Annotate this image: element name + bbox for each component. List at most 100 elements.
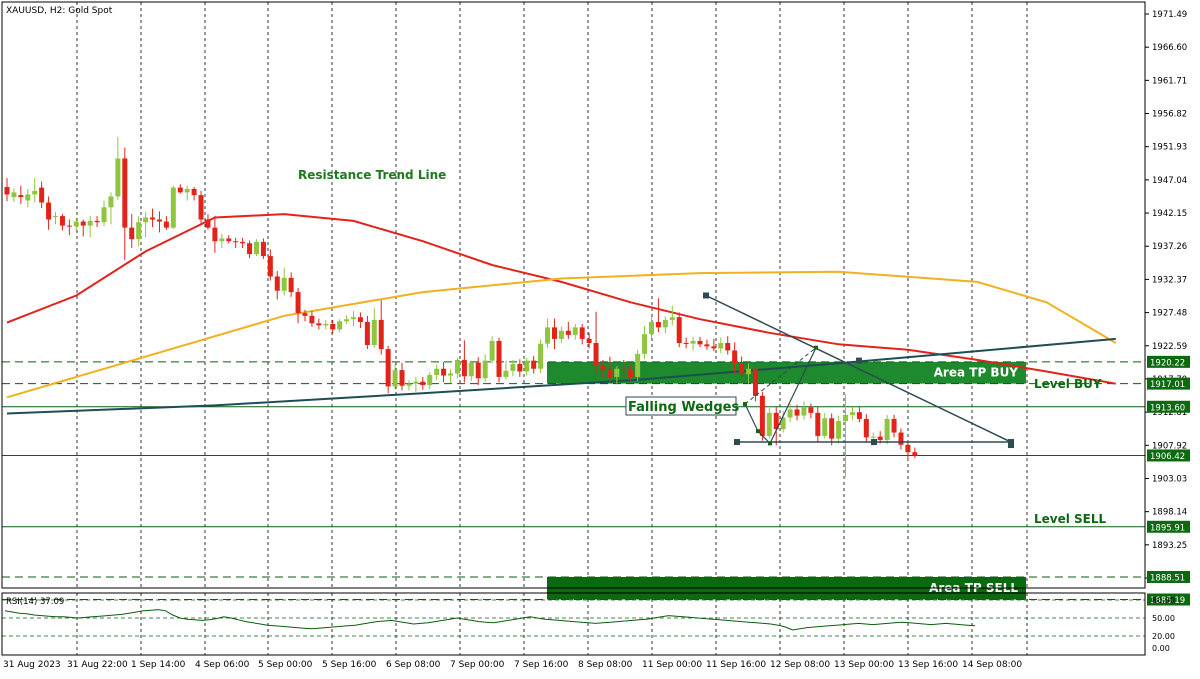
candle-body: [344, 319, 350, 322]
candle-body: [371, 319, 377, 346]
moving-average-line: [6, 270, 1117, 399]
candle-body: [683, 342, 689, 344]
candle-body: [309, 315, 315, 324]
falling-wedges-label: Falling Wedges: [628, 400, 739, 415]
candle-body: [240, 241, 246, 244]
candle-body: [46, 202, 52, 220]
x-tick-label: 11 Sep 16:00: [706, 660, 766, 670]
candle-body: [891, 418, 897, 433]
support-anchor: [871, 439, 877, 446]
x-tick-label: 6 Sep 08:00: [386, 660, 441, 670]
rsi-tick-label: 80.00: [1152, 596, 1175, 605]
candle-body: [198, 195, 204, 220]
x-tick-label: 13 Sep 00:00: [834, 660, 894, 670]
trendline-anchor: [856, 357, 862, 364]
x-tick-label: 11 Sep 00:00: [642, 660, 702, 670]
candle-body: [475, 362, 481, 379]
candle-body: [794, 409, 800, 416]
falling-wedges-box: [625, 396, 737, 416]
candle-body: [496, 340, 502, 377]
trendline-anchor: [703, 292, 709, 299]
y-tick-label: 1956.82: [1152, 110, 1187, 120]
x-tick-label: 7 Sep 00:00: [450, 660, 505, 670]
candle-body: [836, 421, 842, 439]
rsi-tick-label: 0.00: [1152, 644, 1170, 653]
candle-body: [73, 221, 79, 227]
candle-body: [690, 340, 696, 344]
candle-body: [253, 241, 259, 255]
candle-body: [212, 227, 218, 242]
x-tick-label: 12 Sep 08:00: [770, 660, 830, 670]
zone-label: Area TP BUY: [934, 366, 1019, 380]
candle-body: [648, 321, 654, 335]
candle-body: [233, 241, 239, 243]
candle-body: [184, 188, 190, 193]
candle-body: [662, 319, 668, 328]
candle-body: [281, 277, 287, 291]
rsi-pane-frame: [1, 592, 1146, 656]
candle-body: [808, 407, 814, 413]
candle-body: [718, 342, 724, 349]
candle-body: [905, 444, 911, 453]
candle-body: [503, 370, 509, 377]
y-tick-label: 1966.60: [1152, 43, 1187, 53]
level-price-tag: [1147, 400, 1190, 413]
candle-body: [392, 370, 398, 387]
candle-body: [108, 196, 114, 208]
wedge-point: [743, 402, 747, 407]
candle-body: [773, 412, 779, 430]
candle-body: [129, 227, 135, 240]
rsi-tick-label: 50.00: [1152, 614, 1175, 623]
candle-body: [80, 221, 86, 226]
candle-body: [725, 342, 731, 351]
candle-body: [593, 342, 599, 366]
y-tick-label: 1922.59: [1152, 342, 1187, 352]
candle-body: [600, 365, 606, 371]
candle-body: [441, 368, 447, 376]
candle-body: [32, 191, 38, 195]
level-price-label: 1885.19: [1150, 596, 1185, 606]
candle-body: [787, 409, 793, 418]
y-tick-label: 1912.81: [1152, 408, 1187, 418]
candle-body: [586, 338, 592, 343]
candle-body: [434, 368, 440, 375]
x-tick-label: 8 Sep 08:00: [578, 660, 633, 670]
y-tick-label: 1898.14: [1152, 508, 1187, 518]
candle-body: [59, 216, 65, 226]
candle-body: [669, 317, 675, 320]
candle-body: [302, 313, 308, 316]
candle-body: [94, 220, 100, 223]
candle-body: [642, 334, 648, 354]
candle-body: [177, 187, 183, 193]
candle-body: [205, 219, 211, 228]
rsi-tick-label: 20.00: [1152, 632, 1175, 641]
candle-body: [163, 221, 169, 228]
candle-body: [468, 362, 474, 377]
candle-body: [385, 349, 391, 387]
candle-body: [247, 243, 253, 255]
moving-average-line: [6, 213, 1116, 385]
candle-body: [579, 327, 585, 339]
candle-body: [877, 436, 883, 441]
y-tick-label: 1927.48: [1152, 309, 1187, 319]
candle-body: [863, 418, 869, 438]
candle-body: [39, 187, 45, 203]
candle-body: [884, 418, 890, 441]
level-price-tag: [1147, 520, 1190, 533]
candle-body: [558, 330, 564, 339]
candle-body: [829, 418, 835, 439]
candle-body: [4, 186, 10, 195]
candle-body: [53, 216, 59, 218]
candle-body: [448, 373, 454, 376]
wedge-point: [814, 345, 818, 350]
level-buy-label: Level BUY: [1034, 377, 1102, 391]
candle-body: [551, 327, 557, 339]
candle-body: [531, 360, 537, 369]
x-tick-label: 7 Sep 16:00: [514, 660, 569, 670]
candle-body: [454, 359, 460, 374]
y-tick-label: 1893.25: [1152, 541, 1187, 551]
candle-body: [870, 436, 876, 438]
candle-body: [274, 276, 280, 291]
